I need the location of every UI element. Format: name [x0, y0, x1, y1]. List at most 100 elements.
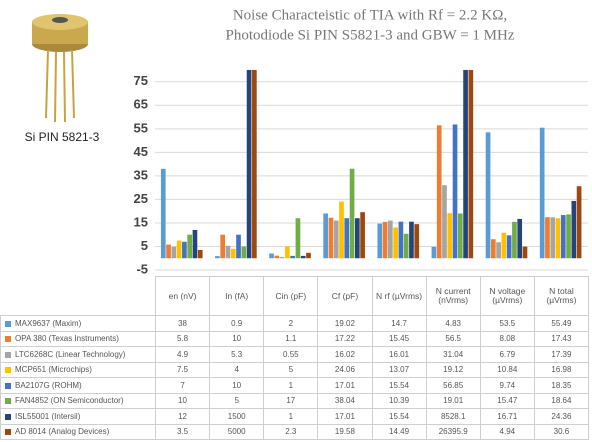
legend-label: OPA 380 (Texas Instruments)	[15, 334, 119, 344]
table-row: FAN4852 (ON Semiconductor) 10 5 17 38.04 10.3…	[0, 392, 590, 409]
table-cell: 2	[263, 315, 319, 332]
table-cell: 53.5	[479, 315, 535, 332]
y-tick-label: 5	[141, 238, 148, 253]
table-cell: 4.9	[154, 346, 211, 363]
table-cell: 19.12	[425, 361, 481, 378]
table-cell: 1	[263, 377, 319, 394]
table-cell: 4.94	[479, 423, 535, 440]
legend-key	[5, 429, 11, 436]
table-cell: 0.9	[209, 315, 265, 332]
table-cell: 56.85	[425, 377, 481, 394]
x-tick-label: Cin (pF)	[263, 276, 319, 316]
bar	[393, 227, 398, 259]
bar	[187, 234, 193, 259]
x-tick-label: N voltage (µVrms)	[479, 276, 535, 316]
table-cell: 10	[209, 377, 265, 394]
legend-key	[5, 320, 11, 327]
legend-label: AD 8014 (Analog Devices)	[15, 427, 110, 437]
chart-title: Noise Characteistic of TIA with Rf = 2.2…	[233, 7, 507, 23]
data-table: en (nV) In (fA) Cin (pF) Cf (pF) N rf (µVrms…	[0, 276, 590, 440]
bar	[550, 217, 556, 259]
table-cell: 2.3	[263, 423, 319, 440]
table-row: LTC6268C (Linear Technology) 4.9 5.3 0.55 16…	[0, 346, 590, 363]
table-cell: 0.55	[263, 346, 319, 363]
table-cell: 56.5	[425, 330, 481, 347]
table-cell: 12	[154, 408, 211, 425]
bar	[269, 253, 274, 259]
bar	[436, 125, 442, 259]
x-tick-label: In (fA)	[209, 276, 265, 316]
legend-label: MCP651 (Microchips)	[15, 365, 92, 375]
table-row: MAX9637 (Maxim) 38 0.9 2 19.02 14.7 4.83 53.5 55…	[0, 315, 590, 332]
bar	[576, 186, 582, 259]
bar	[241, 246, 247, 259]
bar	[506, 235, 512, 259]
bar	[279, 256, 285, 259]
bar	[160, 168, 166, 259]
x-tick-label: Cf (pF)	[317, 276, 373, 316]
table-cell: 17.01	[317, 377, 373, 394]
legend-key	[5, 398, 11, 405]
x-tick-label: N rf (µVrms)	[371, 276, 427, 316]
legend-label: MAX9637 (Maxim)	[15, 318, 82, 328]
table-cell: 6.79	[479, 346, 535, 363]
legend-key	[5, 413, 11, 420]
table-cell: 10.39	[371, 392, 427, 409]
table-cell: 8528.1	[425, 408, 481, 425]
table-cell: 10.84	[479, 361, 535, 378]
bar	[398, 221, 404, 259]
table-cell: 1500	[209, 408, 265, 425]
table-cell: 5.3	[209, 346, 265, 363]
image-caption: Si PIN 5821-3	[25, 130, 100, 144]
legend-key	[5, 367, 11, 374]
y-tick-label: 75	[134, 73, 148, 88]
bar	[328, 217, 334, 259]
table-cell: 15.54	[371, 377, 427, 394]
table-row: OPA 380 (Texas Instruments) 5.8 10 1.1 17.22…	[0, 330, 590, 347]
table-cell: 19.58	[317, 423, 373, 440]
table-cell: 17.43	[533, 330, 590, 347]
bar	[485, 132, 491, 259]
bar	[300, 255, 306, 259]
bar	[360, 212, 365, 259]
legend-item: MCP651 (Microchips)	[0, 361, 156, 378]
table-cell: 15.45	[371, 330, 427, 347]
table-cell: 18.35	[533, 377, 590, 394]
y-tick-label: 15	[134, 214, 148, 229]
corner-cell	[1, 277, 156, 316]
table-cell: 1	[263, 408, 319, 425]
header-row: en (nV) In (fA) Cin (pF) Cf (pF) N rf (µVrms…	[1, 276, 590, 316]
bar	[560, 215, 566, 259]
bar	[388, 220, 393, 259]
bar	[295, 218, 301, 259]
bar	[246, 70, 252, 259]
table-cell: 38	[154, 315, 211, 332]
table-cell: 3.5	[154, 423, 211, 440]
bar	[571, 200, 577, 259]
table-cell: 9.74	[479, 377, 535, 394]
legend-item: AD 8014 (Analog Devices)	[0, 423, 156, 440]
bar	[349, 168, 355, 259]
bar	[517, 218, 523, 259]
table-cell: 24.06	[317, 361, 373, 378]
table-cell: 16.01	[371, 346, 427, 363]
y-tick-label: 45	[134, 144, 148, 159]
table-cell: 19.01	[425, 392, 481, 409]
bar	[176, 240, 182, 259]
table-cell: 31.04	[425, 346, 481, 363]
bar	[182, 241, 187, 259]
table-cell: 4.83	[425, 315, 481, 332]
bar	[382, 221, 388, 259]
legend-key	[5, 382, 11, 389]
bar	[252, 70, 257, 259]
y-tick-label: -5	[136, 261, 148, 276]
bar	[230, 248, 236, 259]
table-cell: 13.07	[371, 361, 427, 378]
table-cell: 7	[154, 377, 211, 394]
table-cell: 10	[154, 392, 211, 409]
table-cell: 10	[209, 330, 265, 347]
bar	[496, 242, 501, 259]
bar	[555, 218, 561, 259]
